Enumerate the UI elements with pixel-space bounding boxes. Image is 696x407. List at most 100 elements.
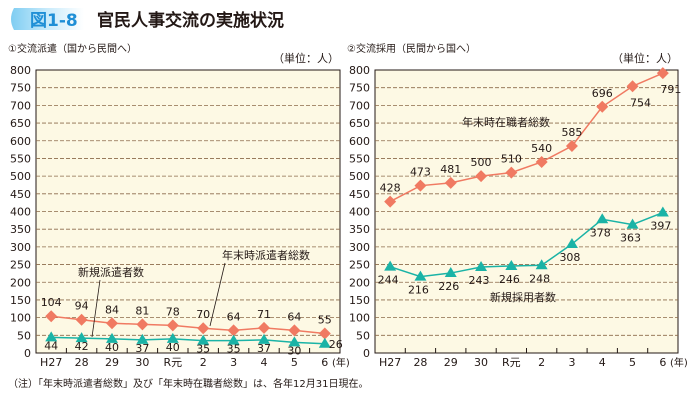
- data-point-triangle: [626, 218, 639, 229]
- data-label: 363: [620, 232, 641, 245]
- data-label: 64: [227, 310, 241, 323]
- data-point-triangle: [258, 333, 270, 344]
- data-label: 35: [227, 343, 241, 356]
- chart-recruitment: ②交流採用（民間から国へ） （単位：人） 0 50 100 150 200 250 300 3…: [347, 42, 688, 369]
- series-label: 年末時在職者総数: [462, 115, 550, 129]
- data-label: 397: [650, 220, 671, 233]
- x-tick-label: 2: [538, 356, 545, 369]
- data-label: 428: [380, 182, 401, 195]
- data-point-triangle: [444, 267, 457, 278]
- y-tick-label: 100: [10, 312, 31, 325]
- data-label: 70: [196, 308, 210, 321]
- y-tick-label: 500: [349, 170, 370, 183]
- x-tick-label: H27: [379, 356, 401, 369]
- data-label: 40: [105, 341, 119, 354]
- data-point-triangle: [136, 333, 149, 344]
- unit-label: （単位：人）: [612, 51, 678, 65]
- y-tick-label: 750: [349, 82, 370, 95]
- y-tick-label: 400: [10, 206, 31, 219]
- series-label: 新規採用者数: [490, 290, 556, 304]
- x-unit-label: (年): [332, 356, 350, 369]
- data-point-triangle: [565, 238, 578, 249]
- y-tick-label: 300: [10, 241, 31, 254]
- data-point-triangle: [106, 332, 118, 343]
- data-point-triangle: [45, 331, 58, 342]
- data-label: 510: [501, 153, 522, 166]
- data-label: 308: [559, 251, 580, 264]
- data-point-diamond: [565, 140, 578, 153]
- data-point-diamond: [258, 321, 270, 334]
- data-label: 26: [329, 338, 343, 351]
- data-label: 30: [287, 344, 301, 357]
- y-tick-label: 50: [17, 329, 31, 342]
- page-title: 官民人事交流の実施状況: [97, 10, 284, 31]
- y-tick-label: 700: [349, 99, 370, 112]
- data-label: 246: [499, 273, 520, 286]
- y-tick-label: 350: [10, 223, 31, 236]
- y-tick-label: 0: [363, 347, 370, 360]
- x-tick-label: 28: [413, 356, 427, 369]
- data-label: 481: [440, 163, 461, 176]
- x-tick-label: 30: [474, 356, 488, 369]
- footnote: （注）「年末時派遣者総数」及び「年末時在職者総数」は、各年12月31日現在。: [8, 377, 368, 390]
- data-label: 226: [438, 280, 459, 293]
- data-point-diamond: [136, 318, 149, 331]
- y-tick-label: 650: [10, 117, 31, 130]
- y-tick-label: 200: [10, 276, 31, 289]
- x-tick-label: 30: [135, 356, 149, 369]
- data-label: 216: [408, 284, 429, 297]
- chart-dispatch: ①交流派遣（国から民間へ） （単位：人） 0 50 100 150 200 250 300 3…: [8, 42, 350, 369]
- x-tick-label: 28: [75, 356, 89, 369]
- y-tick-label: 800: [10, 64, 31, 77]
- x-tick-label: 29: [444, 356, 458, 369]
- data-label: 248: [529, 272, 550, 285]
- data-label: 37: [135, 342, 149, 355]
- data-point-triangle: [414, 270, 427, 281]
- data-label: 244: [378, 274, 399, 287]
- data-point-diamond: [475, 170, 488, 183]
- data-label: 473: [410, 166, 431, 179]
- data-label: 84: [105, 303, 119, 316]
- data-point-diamond: [596, 100, 609, 113]
- series-label: 年末時派遣者総数: [222, 248, 310, 262]
- series-line: [389, 72, 664, 203]
- y-tick-label: 500: [10, 170, 31, 183]
- data-point-diamond: [444, 176, 457, 189]
- data-label: 81: [135, 304, 149, 317]
- x-tick-label: R元: [163, 356, 182, 369]
- data-point-triangle: [535, 259, 548, 270]
- x-tick-label: 3: [230, 356, 237, 369]
- y-tick-label: 300: [349, 241, 370, 254]
- y-tick-label: 550: [10, 152, 31, 165]
- y-tick-label: 350: [349, 223, 370, 236]
- x-tick-label: 29: [105, 356, 119, 369]
- x-tick-label: 6: [321, 356, 328, 369]
- data-label: 94: [75, 300, 89, 313]
- data-label: 35: [196, 343, 210, 356]
- y-tick-label: 150: [10, 294, 31, 307]
- leader-line: [209, 262, 226, 327]
- series-line: [51, 315, 325, 335]
- y-tick-label: 750: [10, 82, 31, 95]
- y-tick-label: 600: [10, 135, 31, 148]
- chart-title: ①交流派遣（国から民間へ）: [8, 42, 137, 55]
- x-tick-label: 4: [261, 356, 268, 369]
- y-tick-label: 650: [349, 117, 370, 130]
- data-point-diamond: [535, 155, 548, 168]
- data-label: 585: [561, 126, 582, 139]
- data-point-diamond: [106, 317, 118, 330]
- data-point-triangle: [384, 260, 397, 271]
- data-point-triangle: [318, 337, 331, 348]
- data-label: 44: [44, 339, 58, 352]
- data-label: 754: [630, 96, 651, 109]
- x-tick-label: 6: [659, 356, 666, 369]
- unit-label: （単位：人）: [273, 51, 339, 65]
- y-tick-label: 450: [349, 188, 370, 201]
- data-label: 37: [257, 342, 271, 355]
- series-label: 新規派遣者数: [78, 265, 144, 279]
- data-point-triangle: [75, 332, 88, 343]
- y-tick-label: 250: [349, 259, 370, 272]
- data-point-diamond: [414, 179, 427, 192]
- data-label: 540: [531, 142, 552, 155]
